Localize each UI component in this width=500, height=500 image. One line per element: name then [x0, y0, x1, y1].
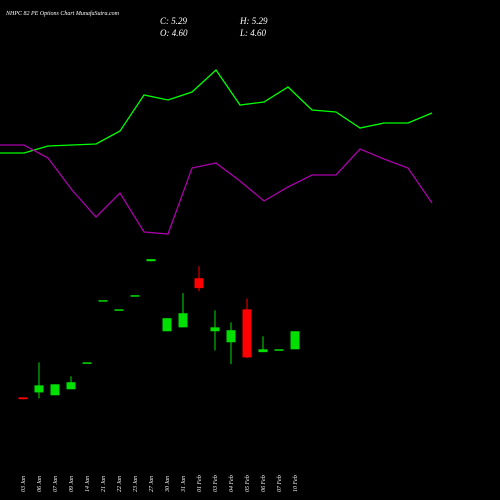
x-tick-label: 21 Jan [101, 476, 107, 492]
candle-body [242, 309, 252, 358]
indicator-line [0, 69, 433, 154]
indicator-line [0, 144, 433, 235]
x-tick-label: 04 Feb [228, 475, 235, 492]
x-tick-label: 22 Jan [117, 476, 123, 492]
x-tick-label: 14 Jan [84, 476, 91, 492]
x-tick-label: 01 Feb [197, 475, 203, 492]
candle-body [258, 349, 268, 353]
candle-body [114, 309, 124, 311]
info-open: O: 4.60 [160, 28, 188, 38]
candle-body [146, 259, 156, 262]
x-tick-label: 06 Feb [261, 475, 267, 492]
x-tick-label: 07 Feb [277, 475, 283, 492]
info-close: C: 5.29 [160, 16, 188, 26]
x-tick-label: 06 Jan [37, 476, 43, 492]
candle-body [130, 295, 140, 297]
x-tick-label: 03 Feb [213, 475, 219, 492]
chart-title: NHPC 82 PE Options Chart MunafaSutra.com [5, 10, 120, 17]
candle-body [194, 278, 204, 289]
candle-body [82, 362, 92, 364]
candle-body [66, 382, 76, 390]
x-tick-label: 30 Jan [165, 476, 171, 493]
x-tick-label: 23 Jan [133, 476, 139, 492]
candle-body [18, 397, 28, 400]
info-low: L: 4.60 [239, 28, 267, 38]
x-tick-label: 03 Jan [21, 476, 27, 492]
candle-body [274, 349, 284, 351]
x-tick-label: 27 Jan [149, 476, 155, 492]
candle-body [178, 313, 188, 328]
info-high: H: 5.29 [239, 16, 268, 26]
candle-body [290, 331, 300, 350]
candle-body [226, 330, 236, 343]
x-tick-label: 09 Jan [69, 476, 75, 492]
candle-body [162, 318, 172, 332]
candle-body [34, 385, 44, 393]
x-tick-label: 10 Feb [293, 475, 299, 492]
candle-body [50, 384, 60, 396]
candle-body [98, 300, 108, 302]
x-tick-label: 07 Jan [53, 476, 59, 492]
candle-body [210, 327, 220, 332]
x-tick-label: 05 Feb [245, 475, 251, 492]
x-tick-label: 31 Jan [181, 476, 187, 493]
